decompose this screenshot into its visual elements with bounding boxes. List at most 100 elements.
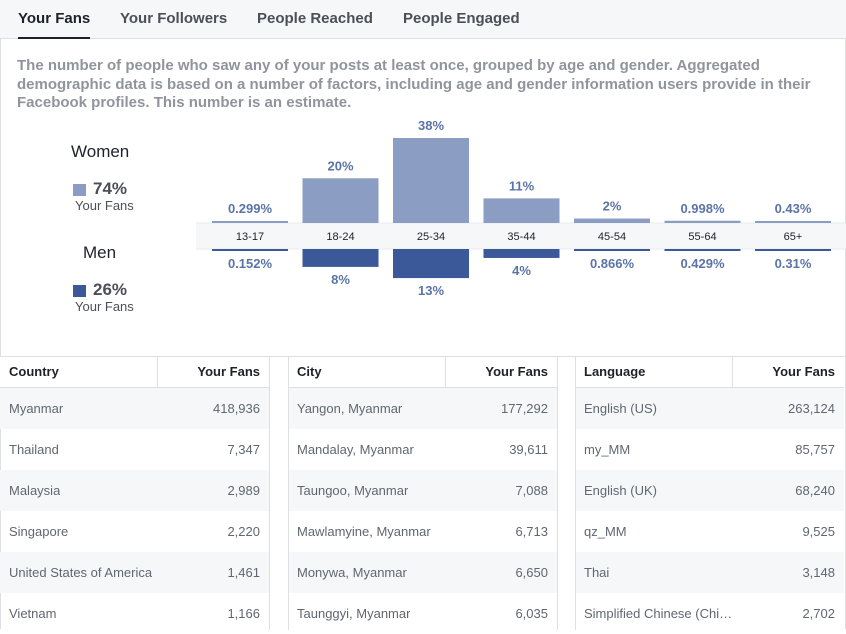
country-row[interactable]: Thailand 7,347 <box>0 429 269 470</box>
city-row[interactable]: Mawlamyine, Myanmar 6,713 <box>288 511 557 552</box>
men-title: Men <box>83 243 117 262</box>
table-header: Country Your Fans <box>0 357 269 388</box>
language-fans-value: 3,148 <box>802 565 835 580</box>
women-data-label: 2% <box>603 199 622 214</box>
chart-description: The number of people who saw any of your… <box>17 57 811 111</box>
city-name: Mandalay, Myanmar <box>297 442 414 457</box>
country-fans-value: 1,166 <box>227 606 260 621</box>
men-bar[interactable] <box>755 249 831 251</box>
language-name: English (US) <box>584 401 657 416</box>
tab-bar: Your Fans Your Followers People Reached … <box>0 0 846 39</box>
language-row[interactable]: English (UK) 68,240 <box>575 470 844 511</box>
language-fans-header[interactable]: Your Fans <box>772 364 835 379</box>
country-fans-value: 7,347 <box>227 442 260 457</box>
country-name: Malaysia <box>9 483 61 498</box>
divider <box>269 357 270 630</box>
country-row[interactable]: United States of America 1,461 <box>0 552 269 593</box>
tab-your-fans[interactable]: Your Fans <box>18 0 91 39</box>
city-name: Yangon, Myanmar <box>297 401 403 416</box>
country-fans-value: 2,989 <box>227 483 260 498</box>
country-name: United States of America <box>9 565 153 580</box>
city-fans-value: 6,035 <box>515 606 548 621</box>
city-row[interactable]: Monywa, Myanmar 6,650 <box>288 552 557 593</box>
language-header[interactable]: Language <box>575 357 733 387</box>
country-fans-header[interactable]: Your Fans <box>197 364 260 379</box>
city-row[interactable]: Yangon, Myanmar 177,292 <box>288 388 557 429</box>
city-fans-header[interactable]: Your Fans <box>485 364 548 379</box>
women-bar[interactable] <box>393 138 469 223</box>
men-bar[interactable] <box>393 249 469 279</box>
language-fans-value: 85,757 <box>795 442 835 457</box>
country-row[interactable]: Myanmar 418,936 <box>0 388 269 429</box>
women-data-label: 0.998% <box>680 201 725 216</box>
country-row[interactable]: Malaysia 2,989 <box>0 470 269 511</box>
tab-people-engaged[interactable]: People Engaged <box>403 10 520 27</box>
age-tick-label: 18-24 <box>326 231 354 243</box>
women-percent: 74% <box>93 179 128 198</box>
table-header: City Your Fans <box>288 357 557 388</box>
men-bar[interactable] <box>574 249 650 251</box>
city-fans-value: 6,713 <box>515 524 548 539</box>
men-bar[interactable] <box>483 249 560 258</box>
city-fans-value: 7,088 <box>515 483 548 498</box>
country-name: Myanmar <box>9 401 64 416</box>
age-tick-label: 13-17 <box>236 231 264 243</box>
age-tick-label: 35-44 <box>507 231 535 243</box>
men-subtitle: Your Fans <box>75 299 134 314</box>
city-row[interactable]: Mandalay, Myanmar 39,611 <box>288 429 557 470</box>
breakdown-tables: Country Your Fans Myanmar 418,936 Thailand… <box>0 356 846 630</box>
city-name: Mawlamyine, Myanmar <box>297 524 431 539</box>
men-percent: 26% <box>93 280 128 299</box>
country-header[interactable]: Country <box>0 357 158 387</box>
women-bar[interactable] <box>483 198 560 223</box>
language-name: qz_MM <box>584 524 627 539</box>
country-name: Vietnam <box>9 606 57 621</box>
age-tick-label: 25-34 <box>417 231 445 243</box>
city-fans-value: 177,292 <box>501 401 548 416</box>
city-header[interactable]: City <box>288 357 446 387</box>
tab-people-reached[interactable]: People Reached <box>257 10 373 27</box>
city-row[interactable]: Taungoo, Myanmar 7,088 <box>288 470 557 511</box>
language-fans-value: 68,240 <box>795 483 835 498</box>
men-data-label: 0.429% <box>680 256 725 271</box>
age-gender-chart: 0.299% 13-17 0.152% 20% 18-24 8% 38% 25-34 13% 11… <box>196 115 846 305</box>
language-row[interactable]: qz_MM 9,525 <box>575 511 844 552</box>
women-bar[interactable] <box>755 221 831 223</box>
language-row[interactable]: Simplified Chinese (Chi… 2,702 <box>575 593 844 634</box>
language-row[interactable]: Thai 3,148 <box>575 552 844 593</box>
country-row[interactable]: Vietnam 1,166 <box>0 593 269 634</box>
city-fans-value: 39,611 <box>509 442 548 457</box>
men-data-label: 4% <box>512 263 531 278</box>
language-row[interactable]: my_MM 85,757 <box>575 429 844 470</box>
country-fans-value: 1,461 <box>227 565 260 580</box>
women-bar[interactable] <box>664 220 741 223</box>
women-data-label: 20% <box>327 158 353 173</box>
men-bar[interactable] <box>302 249 379 267</box>
city-row[interactable]: Taunggyi, Myanmar 6,035 <box>288 593 557 634</box>
country-table: Country Your Fans Myanmar 418,936 Thailand… <box>0 357 269 630</box>
women-bar[interactable] <box>302 178 379 223</box>
city-fans-value: 6,650 <box>515 565 548 580</box>
age-tick-label: 45-54 <box>598 231 626 243</box>
language-fans-value: 9,525 <box>802 524 835 539</box>
divider <box>557 357 558 630</box>
language-name: Simplified Chinese (Chi… <box>584 606 733 621</box>
country-row[interactable]: Singapore 2,220 <box>0 511 269 552</box>
women-bar[interactable] <box>574 218 650 223</box>
men-data-label: 0.31% <box>775 256 812 271</box>
city-name: Taungoo, Myanmar <box>297 483 409 498</box>
language-name: English (UK) <box>584 483 657 498</box>
language-row[interactable]: English (US) 263,124 <box>575 388 844 429</box>
women-bar[interactable] <box>212 221 288 223</box>
table-header: Language Your Fans <box>575 357 844 388</box>
city-name: Monywa, Myanmar <box>297 565 407 580</box>
age-gender-chart-svg: 0.299% 13-17 0.152% 20% 18-24 8% 38% 25-34 13% 11… <box>196 118 846 298</box>
women-swatch <box>73 184 86 196</box>
tab-your-followers[interactable]: Your Followers <box>120 10 228 27</box>
men-bar[interactable] <box>212 249 288 251</box>
women-title: Women <box>71 142 130 161</box>
country-fans-value: 418,936 <box>213 401 260 416</box>
language-fans-value: 2,702 <box>802 606 835 621</box>
men-bar[interactable] <box>664 249 741 251</box>
women-data-label: 11% <box>509 178 535 193</box>
